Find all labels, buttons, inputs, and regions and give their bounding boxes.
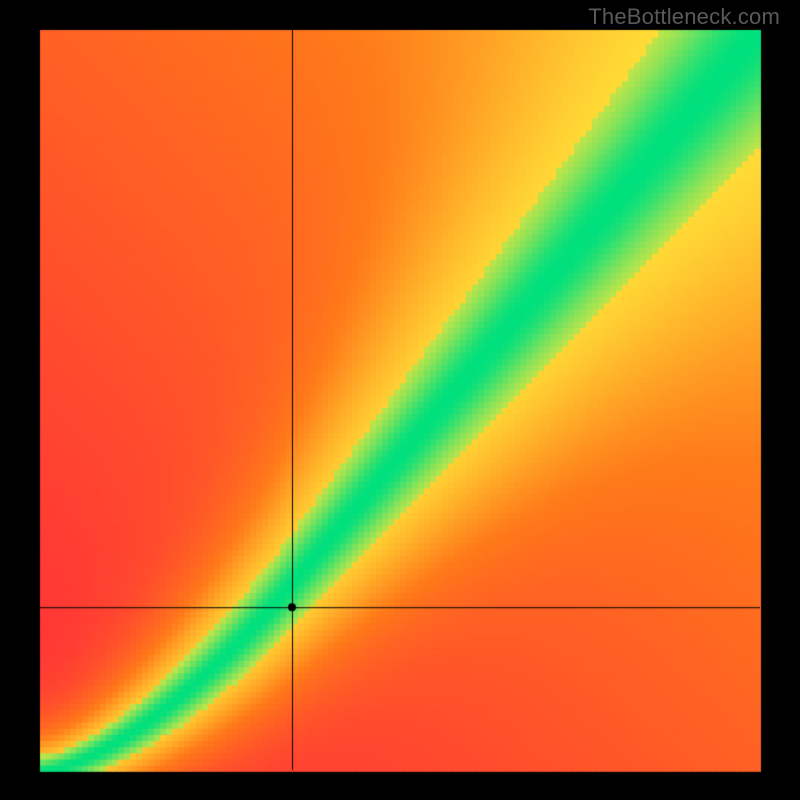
bottleneck-heatmap [0,0,800,800]
watermark-label: TheBottleneck.com [588,4,780,30]
